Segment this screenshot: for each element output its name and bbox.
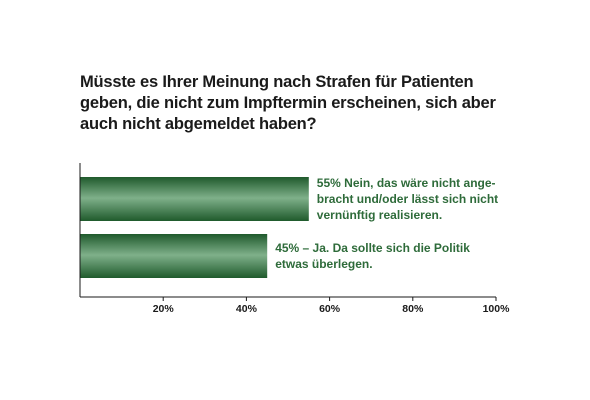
x-tick-label-40: 40% [236, 303, 258, 315]
x-tick-label-20: 20% [153, 303, 175, 315]
x-tick-label-60: 60% [319, 303, 341, 315]
bar-label-2: 45% – Ja. Da sollte sich die Politik etwa… [275, 241, 470, 271]
chart-title: Müsste es Ihrer Meinung nach Strafen für… [80, 73, 496, 133]
bar-2 [80, 234, 268, 278]
x-tick-label-80: 80% [402, 303, 424, 315]
bar-label-1: 55% Nein, das wäre nicht ange-bracht und… [317, 176, 498, 222]
bar-1 [80, 177, 309, 221]
x-tick-label-100: 100% [483, 303, 511, 315]
